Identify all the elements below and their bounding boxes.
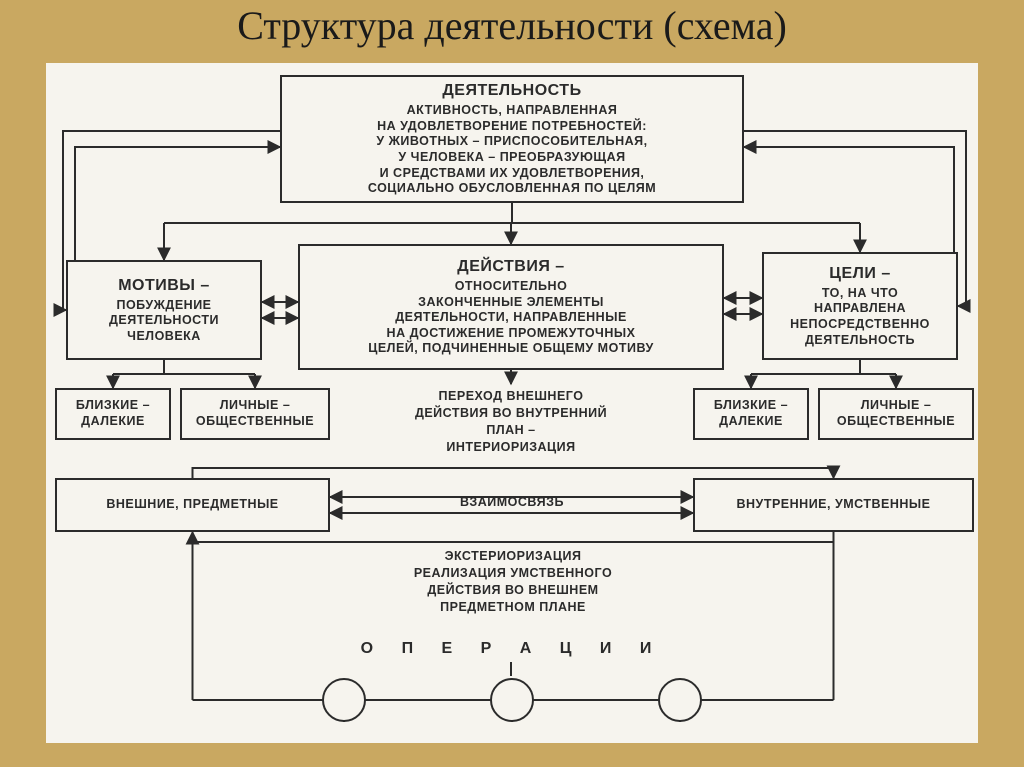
operation-circle	[658, 678, 702, 722]
operations-label: О П Е Р А Ц И И	[361, 640, 664, 657]
box-external-actions: ВНЕШНИЕ, ПРЕДМЕТНЫЕ	[55, 478, 330, 532]
box-goals-close-far: БЛИЗКИЕ –ДАЛЕКИЕ	[693, 388, 809, 440]
box-activity: ДЕЯТЕЛЬНОСТЬАКТИВНОСТЬ, НАПРАВЛЕННАЯНА У…	[280, 75, 744, 203]
text-operations: О П Е Р А Ц И И	[345, 640, 679, 658]
box-actions: ДЕЙСТВИЯ –ОТНОСИТЕЛЬНОЗАКОНЧЕННЫЕ ЭЛЕМЕН…	[298, 244, 724, 370]
box-goals: ЦЕЛИ –ТО, НА ЧТОНАПРАВЛЕНАНЕПОСРЕДСТВЕНН…	[762, 252, 958, 360]
box-motives: МОТИВЫ –ПОБУЖДЕНИЕДЕЯТЕЛЬНОСТИЧЕЛОВЕКА	[66, 260, 262, 360]
page-title: Структура деятельности (схема)	[90, 2, 934, 49]
page-title-text: Структура деятельности (схема)	[237, 3, 787, 48]
box-motives-personal-public: ЛИЧНЫЕ –ОБЩЕСТВЕННЫЕ	[180, 388, 330, 440]
box-internal-actions: ВНУТРЕННИЕ, УМСТВЕННЫЕ	[693, 478, 974, 532]
operation-circle	[322, 678, 366, 722]
text-interiorization: ПЕРЕХОД ВНЕШНЕГОДЕЙСТВИЯ ВО ВНУТРЕННИЙПЛ…	[360, 388, 662, 456]
operation-circle	[490, 678, 534, 722]
box-goals-personal-public: ЛИЧНЫЕ –ОБЩЕСТВЕННЫЕ	[818, 388, 974, 440]
box-motives-close-far: БЛИЗКИЕ –ДАЛЕКИЕ	[55, 388, 171, 440]
text-exteriorization: ЭКСТЕРИОРИЗАЦИЯРЕАЛИЗАЦИЯ УМСТВЕННОГОДЕЙ…	[378, 548, 648, 616]
text-interconnection: ВЗАИМОСВЯЗЬ	[452, 494, 572, 511]
